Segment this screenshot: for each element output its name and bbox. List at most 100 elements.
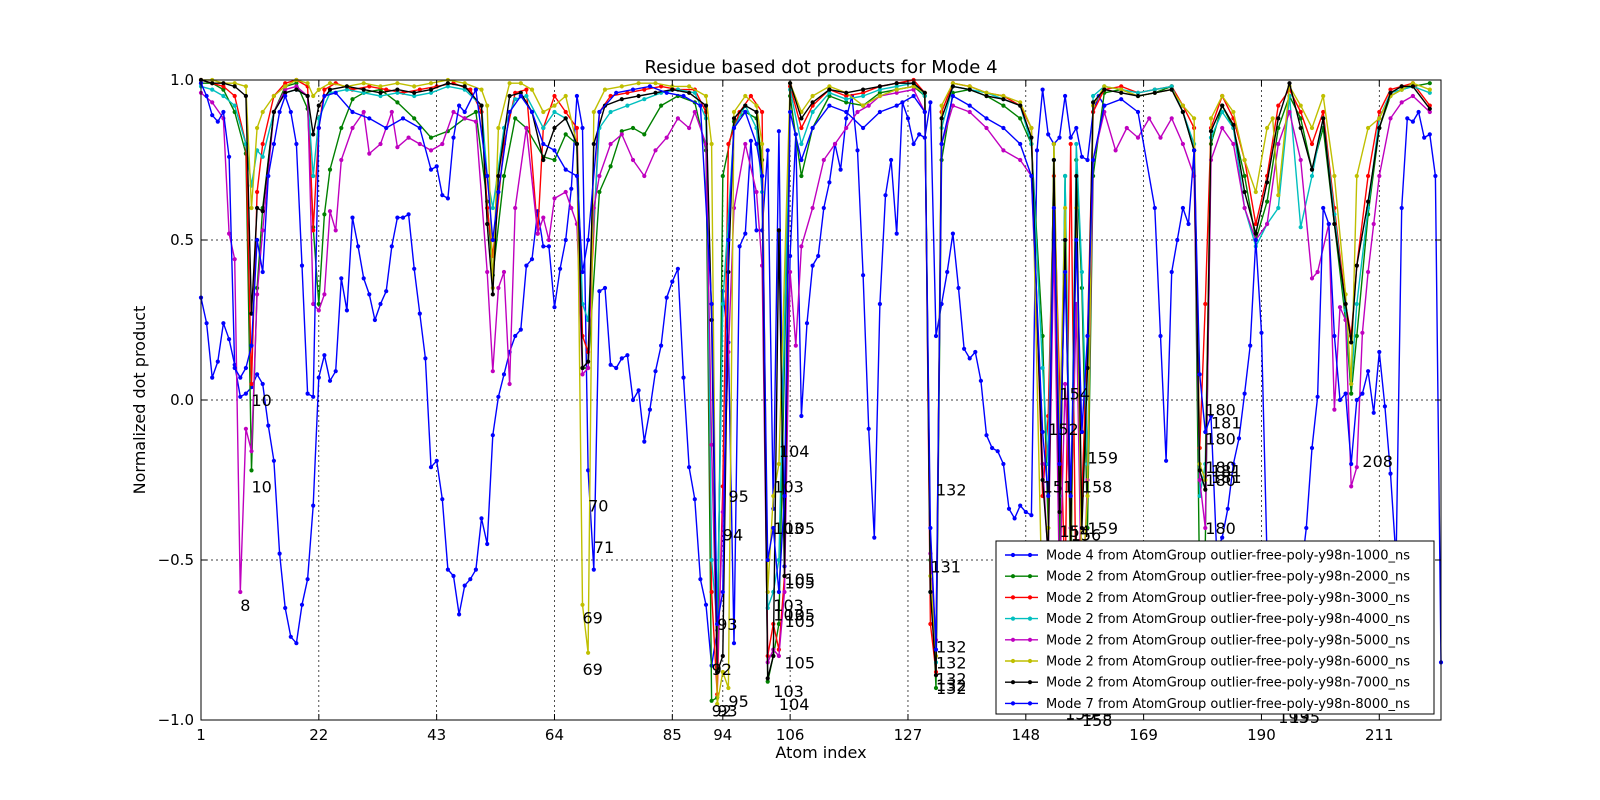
data-point <box>406 135 411 140</box>
data-point <box>243 365 248 371</box>
data-point <box>513 205 518 211</box>
data-point <box>917 132 922 137</box>
data-point <box>720 653 725 659</box>
data-point <box>1231 122 1236 127</box>
data-point <box>709 442 714 447</box>
data-point <box>771 493 776 499</box>
data-point <box>563 167 568 172</box>
data-point <box>1360 330 1365 335</box>
data-point <box>1063 205 1068 211</box>
data-point <box>844 90 849 95</box>
data-point <box>283 81 288 86</box>
annotation-label: 180 <box>1205 458 1236 477</box>
data-point <box>861 90 866 95</box>
data-point <box>361 87 366 92</box>
data-point <box>760 173 765 179</box>
data-point <box>877 93 883 99</box>
data-point <box>799 116 804 121</box>
data-point <box>877 301 883 307</box>
data-point <box>933 685 939 691</box>
data-point <box>681 93 686 99</box>
data-point <box>389 109 394 115</box>
data-point <box>973 349 978 355</box>
legend-entry: Mode 2 from AtomGroup outlier-free-poly-… <box>1046 633 1410 648</box>
data-point <box>1040 87 1045 92</box>
data-point <box>1001 125 1006 131</box>
data-point <box>681 375 686 380</box>
data-point <box>384 87 389 92</box>
data-point <box>546 237 552 243</box>
data-point <box>861 87 866 92</box>
data-point <box>844 109 849 115</box>
annotation-label: 92 <box>712 660 732 679</box>
data-point <box>473 567 478 572</box>
data-point <box>1158 135 1163 140</box>
data-point <box>1018 141 1023 147</box>
data-point <box>608 164 613 169</box>
data-point <box>1012 516 1017 521</box>
annotation-label: 181 <box>1211 461 1242 480</box>
data-point <box>361 276 366 281</box>
data-point <box>221 93 226 99</box>
data-point <box>473 119 478 124</box>
data-point <box>204 93 209 99</box>
data-point <box>243 426 248 431</box>
data-point <box>1169 269 1174 275</box>
data-point <box>541 157 546 163</box>
data-point <box>754 109 759 115</box>
data-point <box>485 221 490 227</box>
data-point <box>311 394 316 399</box>
data-point <box>1085 493 1090 499</box>
data-point <box>299 602 305 607</box>
data-point <box>1029 125 1034 131</box>
x-tick-label: 43 <box>427 726 446 744</box>
data-point <box>243 93 248 99</box>
data-point <box>984 93 989 99</box>
annotation-label: 103 <box>773 596 804 615</box>
data-point <box>311 228 316 233</box>
data-point <box>861 93 866 99</box>
data-point <box>1063 269 1068 275</box>
data-point <box>675 116 681 121</box>
data-point <box>462 116 467 121</box>
data-point <box>1124 125 1129 131</box>
data-point <box>1366 199 1371 204</box>
annotation-label: 132 <box>936 679 967 698</box>
annotation-label: 156 <box>1071 525 1102 544</box>
data-point <box>1354 397 1359 403</box>
data-point <box>1169 84 1174 89</box>
data-point <box>1377 125 1382 131</box>
data-point <box>597 189 602 195</box>
x-tick-label: 1 <box>196 726 206 744</box>
x-axis-label: Atom index <box>775 743 866 762</box>
data-point <box>260 141 265 147</box>
data-point <box>799 413 804 419</box>
data-point <box>1068 493 1073 499</box>
data-point <box>911 81 916 86</box>
data-point <box>827 103 832 108</box>
data-point <box>743 93 748 99</box>
data-point <box>1332 173 1337 179</box>
data-point <box>294 641 299 646</box>
data-point <box>945 269 950 275</box>
data-point <box>765 148 770 153</box>
data-point <box>1265 221 1270 227</box>
data-point <box>1068 141 1073 147</box>
annotation-label: 180 <box>1205 471 1236 490</box>
data-point <box>333 228 338 233</box>
x-tick-label: 190 <box>1247 726 1276 744</box>
x-tick-label: 169 <box>1129 726 1158 744</box>
data-point <box>1197 372 1202 377</box>
annotation-label: 181 <box>1211 468 1242 487</box>
data-point <box>799 125 804 131</box>
data-point <box>316 103 321 108</box>
data-point <box>709 301 714 307</box>
data-point <box>1371 410 1376 415</box>
data-point <box>462 84 467 89</box>
data-point <box>518 90 523 95</box>
data-point <box>1091 93 1096 99</box>
data-point <box>659 84 664 89</box>
data-point <box>249 205 254 211</box>
annotation-label: 10 <box>252 391 272 410</box>
chart-title: Residue based dot products for Mode 4 <box>644 57 997 78</box>
